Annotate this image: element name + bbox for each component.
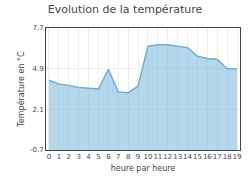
svg-text:-0.7: -0.7 [30,146,44,154]
svg-text:15: 15 [193,153,202,161]
svg-text:9: 9 [136,153,140,161]
svg-text:17: 17 [213,153,222,161]
svg-text:4: 4 [86,153,91,161]
svg-text:16: 16 [203,153,212,161]
svg-text:1: 1 [57,153,61,161]
svg-text:6: 6 [106,153,111,161]
svg-text:13: 13 [173,153,182,161]
svg-text:18: 18 [223,153,232,161]
svg-text:11: 11 [153,153,162,161]
svg-text:3: 3 [76,153,80,161]
svg-text:2: 2 [67,153,71,161]
svg-text:2.1: 2.1 [32,106,43,114]
svg-text:heure par heure: heure par heure [111,164,176,173]
svg-text:5: 5 [96,153,100,161]
svg-text:19: 19 [233,153,242,161]
svg-text:7.7: 7.7 [32,24,43,32]
svg-text:Evolution de la température: Evolution de la température [48,3,203,16]
svg-text:8: 8 [126,153,130,161]
svg-text:Température en °C: Température en °C [16,51,26,128]
svg-text:0: 0 [47,153,51,161]
svg-text:14: 14 [183,153,192,161]
svg-text:12: 12 [163,153,172,161]
svg-text:4.9: 4.9 [32,65,43,73]
svg-text:7: 7 [116,153,120,161]
svg-text:10: 10 [143,153,152,161]
